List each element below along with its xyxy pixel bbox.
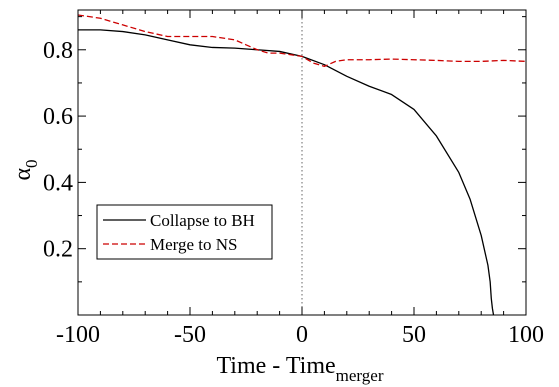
y-tick-label: 0.8 [43, 38, 73, 64]
y-axis-label: α0 [10, 159, 41, 180]
legend-label-collapse: Collapse to BH [150, 211, 255, 230]
x-tick-label: -100 [56, 322, 100, 348]
x-tick-label: 0 [296, 322, 308, 348]
labels: Time - Timemerger α0 [10, 159, 384, 385]
axes: -100 -50 0 50 100 0.2 0.4 0.6 0.8 [43, 9, 544, 348]
x-tick-label: 50 [402, 322, 426, 348]
series-line-1 [77, 14, 527, 68]
plot-area [77, 10, 527, 316]
y-tick-label: 0.2 [43, 237, 73, 263]
legend-label-merge: Merge to NS [150, 235, 238, 254]
x-axis-label-subscript: merger [336, 366, 384, 385]
x-axis-label: Time - Timemerger [216, 353, 383, 385]
x-tick-label: -50 [174, 322, 206, 348]
y-axis-label-main: α [10, 168, 36, 181]
x-tick-label: 100 [508, 322, 544, 348]
series-line-0 [78, 29, 495, 316]
legend: Collapse to BH Merge to NS [96, 204, 273, 260]
y-tick-label: 0.4 [43, 170, 73, 196]
y-tick-label: 0.6 [43, 104, 73, 130]
x-axis-label-main: Time - Time [216, 353, 335, 379]
y-axis-label-subscript: 0 [22, 159, 41, 168]
legend-box [96, 204, 273, 260]
